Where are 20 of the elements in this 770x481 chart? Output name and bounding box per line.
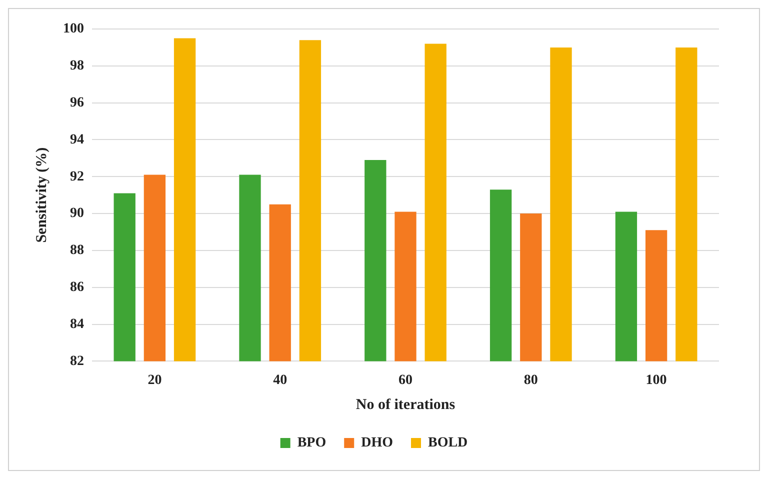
y-tick-label: 84 [70, 316, 84, 332]
x-tick-label: 100 [646, 373, 667, 388]
y-tick-label: 86 [70, 280, 84, 295]
y-axis-title: Sensitivity (%) [34, 147, 50, 243]
x-tick-label: 20 [148, 373, 162, 388]
legend-label: DHO [361, 436, 394, 451]
y-tick-label: 90 [70, 206, 84, 222]
y-tick-label: 88 [70, 243, 84, 258]
legend-label: BPO [297, 436, 326, 451]
legend-label: BOLD [428, 436, 468, 451]
y-tick-label: 100 [63, 22, 84, 37]
y-tick-label: 98 [70, 58, 84, 74]
x-tick-label: 40 [273, 373, 288, 388]
x-axis-title: No of iterations [356, 396, 456, 413]
x-tick-label: 60 [398, 373, 412, 388]
x-tick-label: 80 [524, 373, 538, 388]
y-tick-label: 92 [70, 169, 84, 184]
y-tick-label: 96 [70, 95, 84, 110]
y-tick-label: 94 [70, 132, 84, 148]
y-tick-label: 82 [70, 354, 84, 369]
